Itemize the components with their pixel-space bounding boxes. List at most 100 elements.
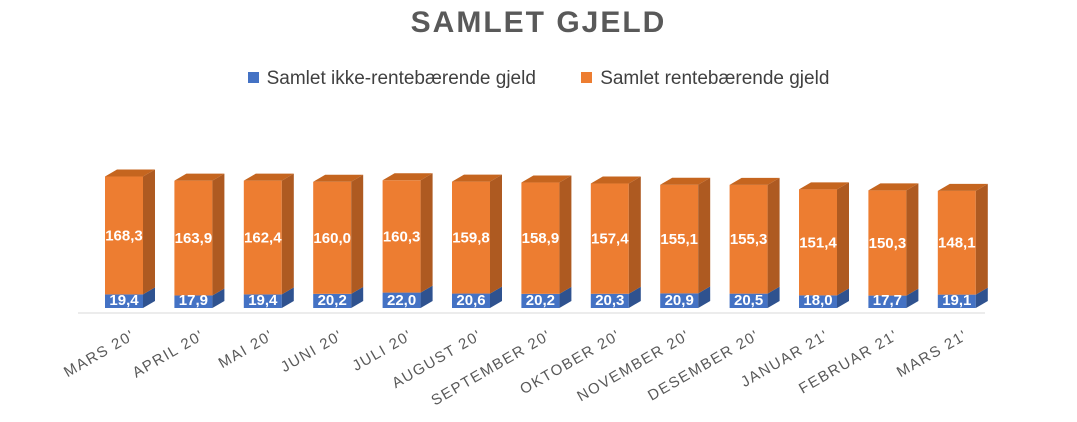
data-label-rentebaerende-11: 150,3 <box>869 235 907 252</box>
bar-top-rentebaerende-3 <box>313 174 364 182</box>
bar-ikke-rentebaerende-5 <box>452 293 490 308</box>
bar-rentebaerende-12 <box>937 190 976 295</box>
legend-swatch-rentebaerende <box>581 72 593 83</box>
x-tick-label-1: APRIL 20' <box>130 327 208 382</box>
data-label-ikke-rentebaerende-6: 20,2 <box>526 292 555 309</box>
bar-rentebaerende-4 <box>382 180 421 293</box>
bar-side-rentebaerende-8 <box>698 177 711 294</box>
bar-top-rentebaerende-12 <box>937 183 988 191</box>
x-tick-label-0: MARS 20' <box>61 327 138 381</box>
data-label-ikke-rentebaerende-10: 18,0 <box>803 292 832 309</box>
bar-rentebaerende-3 <box>313 181 352 294</box>
legend-item-rentebaerende: Samlet rentebærende gjeld <box>581 68 829 90</box>
legend-label-rentebaerende: Samlet rentebærende gjeld <box>600 68 830 89</box>
data-label-rentebaerende-5: 159,8 <box>452 230 490 247</box>
legend-swatch-ikke-rentebaerende <box>247 72 259 83</box>
bar-ikke-rentebaerende-4 <box>382 292 421 308</box>
bar-ikke-rentebaerende-0 <box>105 294 143 308</box>
x-tick-label-3: JUNI 20' <box>278 327 346 376</box>
bar-rentebaerende-0 <box>105 176 143 295</box>
bar-rentebaerende-8 <box>660 184 699 294</box>
x-tick-label-6: SEPTEMBER 20' <box>428 327 554 410</box>
data-label-ikke-rentebaerende-12: 19,1 <box>942 292 971 309</box>
bar-rentebaerende-10 <box>799 189 837 296</box>
data-label-rentebaerende-9: 155,3 <box>730 231 768 248</box>
bar-rentebaerende-11 <box>868 190 907 296</box>
bar-rentebaerende-5 <box>452 181 490 294</box>
data-label-rentebaerende-1: 163,9 <box>175 230 213 247</box>
data-label-ikke-rentebaerende-9: 20,5 <box>734 292 763 309</box>
data-label-ikke-rentebaerende-11: 17,7 <box>873 292 902 309</box>
bar-side-rentebaerende-9 <box>767 177 780 294</box>
data-label-ikke-rentebaerende-7: 20,3 <box>595 292 624 309</box>
data-label-ikke-rentebaerende-5: 20,6 <box>456 292 485 309</box>
bar-side-rentebaerende-12 <box>975 183 988 295</box>
bar-side-rentebaerende-0 <box>143 169 155 295</box>
data-label-ikke-rentebaerende-3: 20,2 <box>318 292 347 309</box>
bar-top-rentebaerende-11 <box>868 183 919 191</box>
bar-ikke-rentebaerende-7 <box>590 293 629 308</box>
bar-side-rentebaerende-1 <box>212 173 225 296</box>
bar-side-ikke-rentebaerende-12 <box>975 287 988 308</box>
bar-side-rentebaerende-11 <box>906 183 919 296</box>
bar-side-ikke-rentebaerende-9 <box>767 286 780 308</box>
bar-side-ikke-rentebaerende-6 <box>559 286 572 308</box>
bar-top-rentebaerende-0 <box>105 169 155 177</box>
data-label-ikke-rentebaerende-2: 19,4 <box>248 292 278 309</box>
bar-side-ikke-rentebaerende-0 <box>143 287 155 308</box>
data-label-rentebaerende-0: 168,3 <box>105 227 143 244</box>
data-label-rentebaerende-12: 148,1 <box>938 235 976 252</box>
chart-title: SAMLET GJELD <box>410 6 667 39</box>
bar-side-ikke-rentebaerende-2 <box>281 287 294 308</box>
bar-ikke-rentebaerende-2 <box>243 294 282 308</box>
legend-item-ikke-rentebaerende: Samlet ikke-rentebærende gjeld <box>247 68 536 90</box>
data-label-ikke-rentebaerende-1: 17,9 <box>179 292 208 309</box>
bar-rentebaerende-7 <box>590 183 629 294</box>
bar-side-rentebaerende-7 <box>628 176 641 294</box>
bar-top-rentebaerende-8 <box>660 177 711 185</box>
bar-side-ikke-rentebaerende-3 <box>351 286 364 308</box>
data-label-rentebaerende-4: 160,3 <box>383 228 421 245</box>
bar-top-rentebaerende-9 <box>729 177 780 185</box>
bar-ikke-rentebaerende-8 <box>660 293 699 308</box>
data-label-ikke-rentebaerende-4: 22,0 <box>387 292 416 309</box>
bar-ikke-rentebaerende-1 <box>174 295 213 308</box>
bar-side-rentebaerende-10 <box>837 182 849 296</box>
bar-side-ikke-rentebaerende-7 <box>628 286 641 308</box>
bar-side-ikke-rentebaerende-1 <box>212 288 225 308</box>
bar-top-rentebaerende-6 <box>521 175 572 183</box>
bar-side-ikke-rentebaerende-10 <box>837 288 849 308</box>
bar-rentebaerende-6 <box>521 182 560 294</box>
data-label-rentebaerende-8: 155,1 <box>660 231 698 248</box>
x-tick-label-2: MAI 20' <box>216 327 277 372</box>
bar-top-rentebaerende-2 <box>243 173 294 181</box>
bar-ikke-rentebaerende-11 <box>868 295 907 308</box>
bar-side-rentebaerende-5 <box>490 174 502 294</box>
data-label-rentebaerende-3: 160,0 <box>313 230 351 247</box>
data-label-rentebaerende-6: 158,9 <box>522 230 560 247</box>
bar-rentebaerende-1 <box>174 180 213 296</box>
bar-top-rentebaerende-10 <box>799 182 849 190</box>
bar-ikke-rentebaerende-6 <box>521 293 560 308</box>
bar-side-ikke-rentebaerende-11 <box>906 288 919 308</box>
bar-ikke-rentebaerende-9 <box>729 293 768 308</box>
data-label-ikke-rentebaerende-0: 19,4 <box>109 292 139 309</box>
bar-top-rentebaerende-4 <box>382 173 433 181</box>
bar-top-rentebaerende-7 <box>590 176 641 184</box>
legend-label-ikke-rentebaerende: Samlet ikke-rentebærende gjeld <box>266 68 536 89</box>
bar-top-rentebaerende-5 <box>452 174 502 182</box>
x-tick-label-12: MARS 21' <box>894 327 971 381</box>
chart-legend: Samlet ikke-rentebærende gjeld Samlet re… <box>0 68 1077 90</box>
bar-side-ikke-rentebaerende-5 <box>490 286 502 308</box>
data-label-rentebaerende-7: 157,4 <box>591 231 629 248</box>
data-label-rentebaerende-2: 162,4 <box>244 230 282 247</box>
bar-rentebaerende-2 <box>243 180 282 295</box>
bar-ikke-rentebaerende-10 <box>799 295 837 308</box>
bar-side-ikke-rentebaerende-4 <box>420 285 433 308</box>
bar-rentebaerende-9 <box>729 184 768 294</box>
bar-side-rentebaerende-4 <box>420 173 433 293</box>
bar-side-rentebaerende-6 <box>559 175 572 294</box>
x-tick-label-8: NOVEMBER 20' <box>574 327 693 406</box>
bar-side-rentebaerende-3 <box>351 174 364 294</box>
